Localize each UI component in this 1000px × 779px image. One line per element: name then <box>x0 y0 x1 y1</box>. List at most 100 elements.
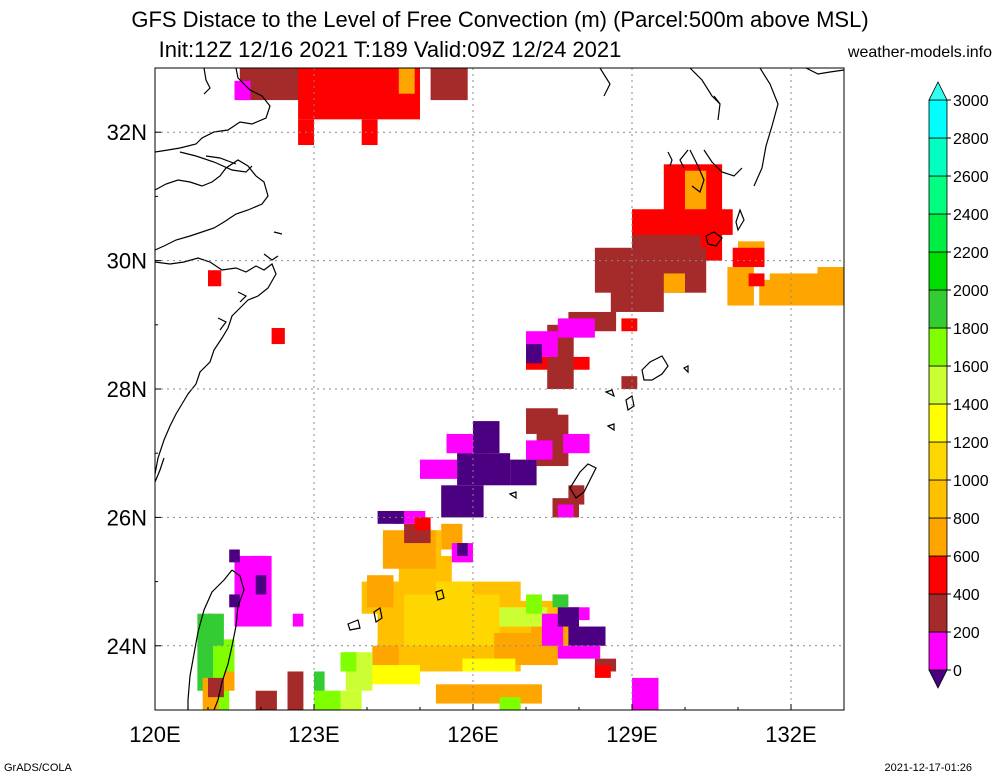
colorbar-label: 0 <box>953 663 962 680</box>
field-cell-200 <box>557 318 595 338</box>
field-cell-0 <box>229 549 240 563</box>
colorbar-label: 2400 <box>953 207 989 224</box>
colorbar-label: 2800 <box>953 131 989 148</box>
field-cell-200 <box>234 80 251 101</box>
field-cell-800 <box>817 267 844 287</box>
colorbar-segment <box>928 99 948 139</box>
field-cell-0 <box>457 453 511 486</box>
colorbar-segment <box>928 631 948 671</box>
map-title: GFS Distace to the Level of Free Convect… <box>131 7 869 32</box>
field-cell-800 <box>398 68 415 94</box>
field-cell-600 <box>361 119 378 146</box>
colorbar-segment <box>928 593 948 633</box>
footer-timestamp: 2021-12-17-01:26 <box>884 762 972 774</box>
colorbar-segment <box>928 365 948 405</box>
field-cell-600 <box>706 209 733 235</box>
field-cell-200 <box>563 433 590 454</box>
field-cell-2000 <box>499 697 521 710</box>
field-cell-200 <box>632 677 659 710</box>
field-cell-0 <box>568 626 606 646</box>
field-cell-400 <box>208 677 224 698</box>
footer-credit: GrADS/COLA <box>4 762 72 774</box>
field-cell-600 <box>208 270 222 287</box>
field-cell-800 <box>223 671 235 691</box>
field-cell-200 <box>557 504 574 518</box>
field-cell-200 <box>526 440 553 460</box>
field-cell-1400 <box>367 665 420 685</box>
colorbar-segment <box>928 213 948 253</box>
lon-tick-label: 126E <box>447 722 498 747</box>
coastlines <box>155 68 844 710</box>
colorbar-segment <box>928 479 948 519</box>
colorbar-label: 2600 <box>953 169 989 186</box>
colorbar-label: 1800 <box>953 321 989 338</box>
lat-tick-label: 26N <box>107 505 147 530</box>
colorbar-segment <box>928 517 948 557</box>
axis-ticks: 120E 123E 126E 129E 132E 24N 26N 28N 30N 32N <box>107 120 817 747</box>
colorbar-label: 2200 <box>953 245 989 262</box>
colorbar-segment <box>928 441 948 481</box>
site-label: weather-models.info <box>847 44 992 61</box>
colorbar-segment <box>928 251 948 291</box>
field-cell-0 <box>526 344 542 364</box>
colorbar-segment <box>928 175 948 215</box>
colorbar-label: 3000 <box>953 93 989 110</box>
field-cell-600 <box>271 328 285 345</box>
colorbar-low-arrow <box>928 669 948 689</box>
graticule <box>155 68 844 710</box>
colorbar-label: 200 <box>953 625 980 642</box>
colorbar-segment <box>928 289 948 329</box>
field-cell-1400 <box>462 658 516 672</box>
field-cell-0 <box>473 421 500 454</box>
field-cell-600 <box>594 665 611 678</box>
colorbar-label: 2000 <box>953 283 989 300</box>
colorbar-segment <box>928 555 948 595</box>
field-cell-0 <box>229 594 240 608</box>
colorbar-segment <box>928 327 948 367</box>
colorbar-segment <box>928 137 948 177</box>
colorbar-segment <box>928 403 948 443</box>
field-cell-200 <box>420 459 458 479</box>
field-cell-2000 <box>340 652 357 672</box>
field-cell-400 <box>610 286 664 312</box>
field-cell-600 <box>414 517 431 531</box>
field-cell-2200 <box>314 671 325 691</box>
field-cell-800 <box>769 273 818 287</box>
lat-tick-label: 30N <box>107 249 147 274</box>
field-cell-0 <box>441 485 484 518</box>
colorbar-label: 1200 <box>953 435 989 452</box>
colorbar-label: 1400 <box>953 397 989 414</box>
field-cell-1200 <box>435 581 473 608</box>
field-cell-800 <box>685 170 707 210</box>
field-cell-0 <box>255 575 267 595</box>
field-cell-200 <box>557 645 601 659</box>
field-cell-200 <box>292 613 304 627</box>
lat-tick-label: 24N <box>107 634 147 659</box>
field-cell-0 <box>510 459 537 486</box>
colorbar-label: 1600 <box>953 359 989 376</box>
colorbar: 0 200 400 600 800 1000 1200 1400 1600 1800 2000 220… <box>928 81 989 689</box>
field-cell-400 <box>255 690 277 710</box>
field-cell-600 <box>732 247 765 268</box>
colorbar-label: 800 <box>953 511 980 528</box>
lfc-distance-field <box>197 68 844 710</box>
field-cell-400 <box>632 234 701 268</box>
lat-tick-label: 28N <box>107 377 147 402</box>
field-cell-2000 <box>526 594 542 614</box>
colorbar-label: 600 <box>953 549 980 566</box>
lon-tick-label: 120E <box>129 722 180 747</box>
field-cell-600 <box>748 273 765 287</box>
field-cell-0 <box>557 607 579 627</box>
field-cell-800 <box>663 273 685 293</box>
field-cell-800 <box>435 684 542 704</box>
field-cell-800 <box>367 575 394 608</box>
field-cell-2000 <box>314 690 341 710</box>
field-cell-400 <box>526 408 558 434</box>
lon-tick-label: 129E <box>606 722 657 747</box>
field-cell-400 <box>430 68 468 101</box>
field-cell-600 <box>621 318 638 332</box>
colorbar-high-arrow <box>928 81 948 101</box>
field-cell-2200 <box>552 594 569 608</box>
field-cell-0 <box>457 543 468 556</box>
